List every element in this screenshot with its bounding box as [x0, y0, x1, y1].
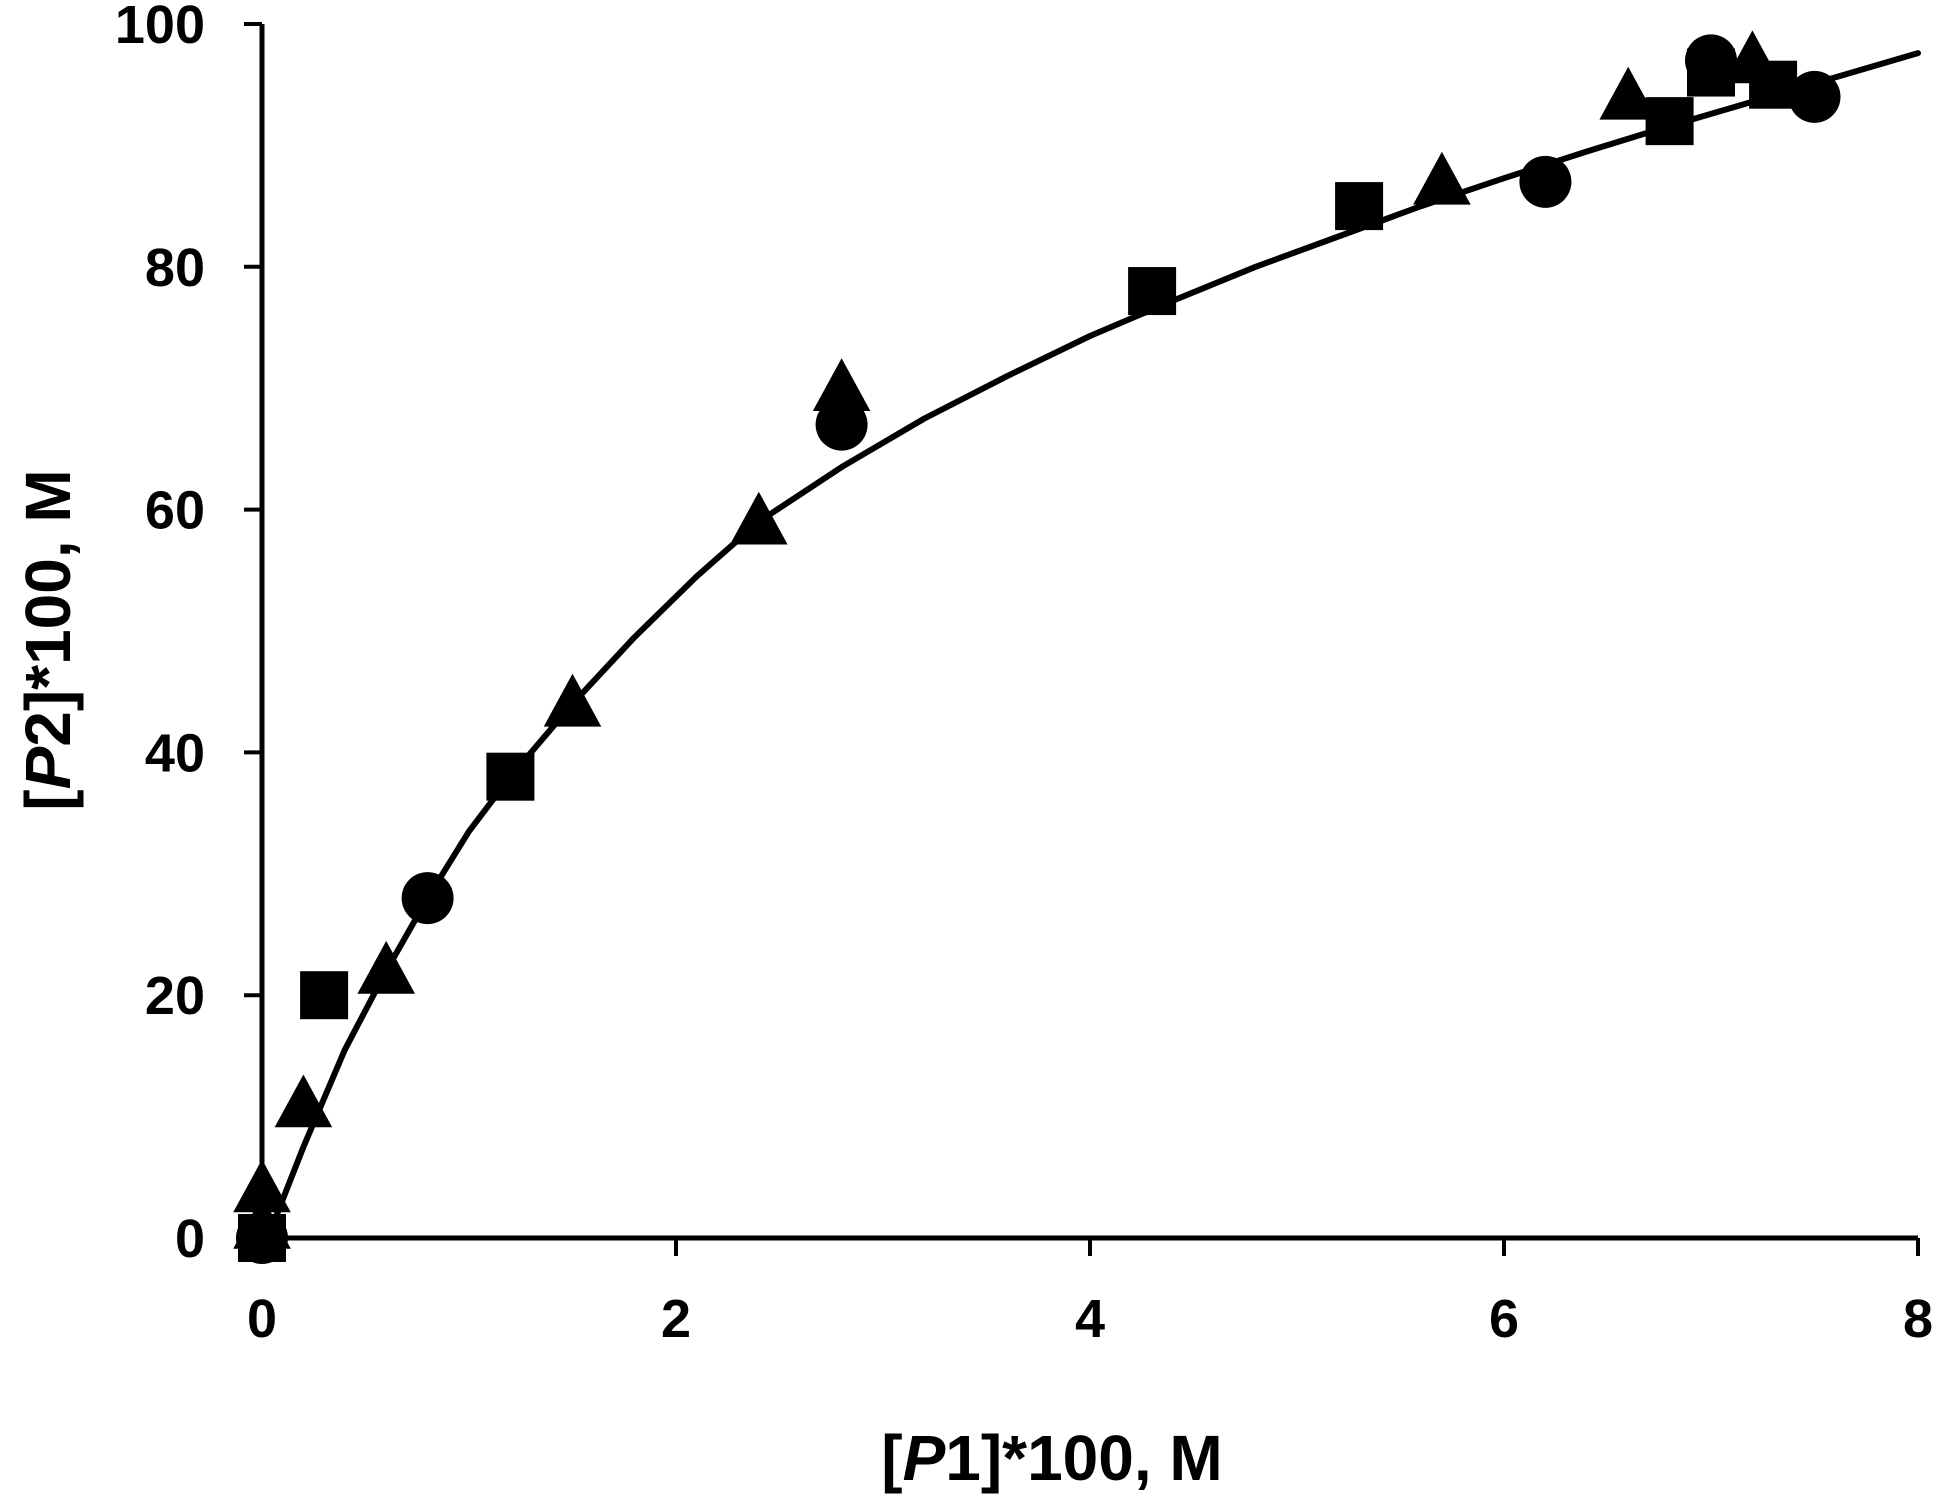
y-tick-label: 80 [145, 238, 205, 298]
square-point [1645, 97, 1694, 146]
x-axis-title: [P1]*100, M [881, 1422, 1222, 1494]
fit-curve-line [269, 50, 1921, 1229]
circle-point [815, 398, 868, 451]
circle-point [236, 1212, 288, 1264]
y-tick-label: 100 [115, 0, 205, 55]
square-point [300, 971, 349, 1020]
triangle-point [274, 1074, 333, 1128]
x-tick-label: 4 [1075, 1289, 1105, 1349]
fit-curve-layer [269, 50, 1921, 1229]
triangle-point [543, 673, 602, 727]
triangle-point [812, 358, 871, 411]
triangle-point [1413, 151, 1471, 205]
x-tick-label: 0 [247, 1289, 277, 1349]
circle-point [1519, 155, 1572, 208]
circle-point [1685, 34, 1737, 87]
triangle-point [233, 1159, 291, 1213]
x-tick-label: 6 [1489, 1289, 1519, 1349]
triangle-point [357, 940, 415, 994]
square-point [1128, 267, 1177, 316]
axes [244, 22, 1920, 1256]
triangle-point [1723, 30, 1782, 84]
x-tick-label: 8 [1903, 1289, 1933, 1349]
square-point [1335, 182, 1384, 231]
triangle-point [730, 491, 788, 545]
triangle-point [1599, 66, 1657, 120]
circle-point [401, 872, 454, 925]
y-tick-label: 60 [145, 481, 205, 541]
circle-point [1788, 70, 1841, 123]
data-markers [233, 30, 1841, 1264]
y-tick-label: 40 [145, 723, 205, 783]
x-tick-label: 2 [661, 1289, 691, 1349]
y-tick-label: 20 [145, 966, 205, 1026]
y-axis-title: [P2]*100, M [12, 469, 84, 810]
square-point [486, 752, 535, 801]
y-tick-label: 0 [175, 1209, 205, 1269]
